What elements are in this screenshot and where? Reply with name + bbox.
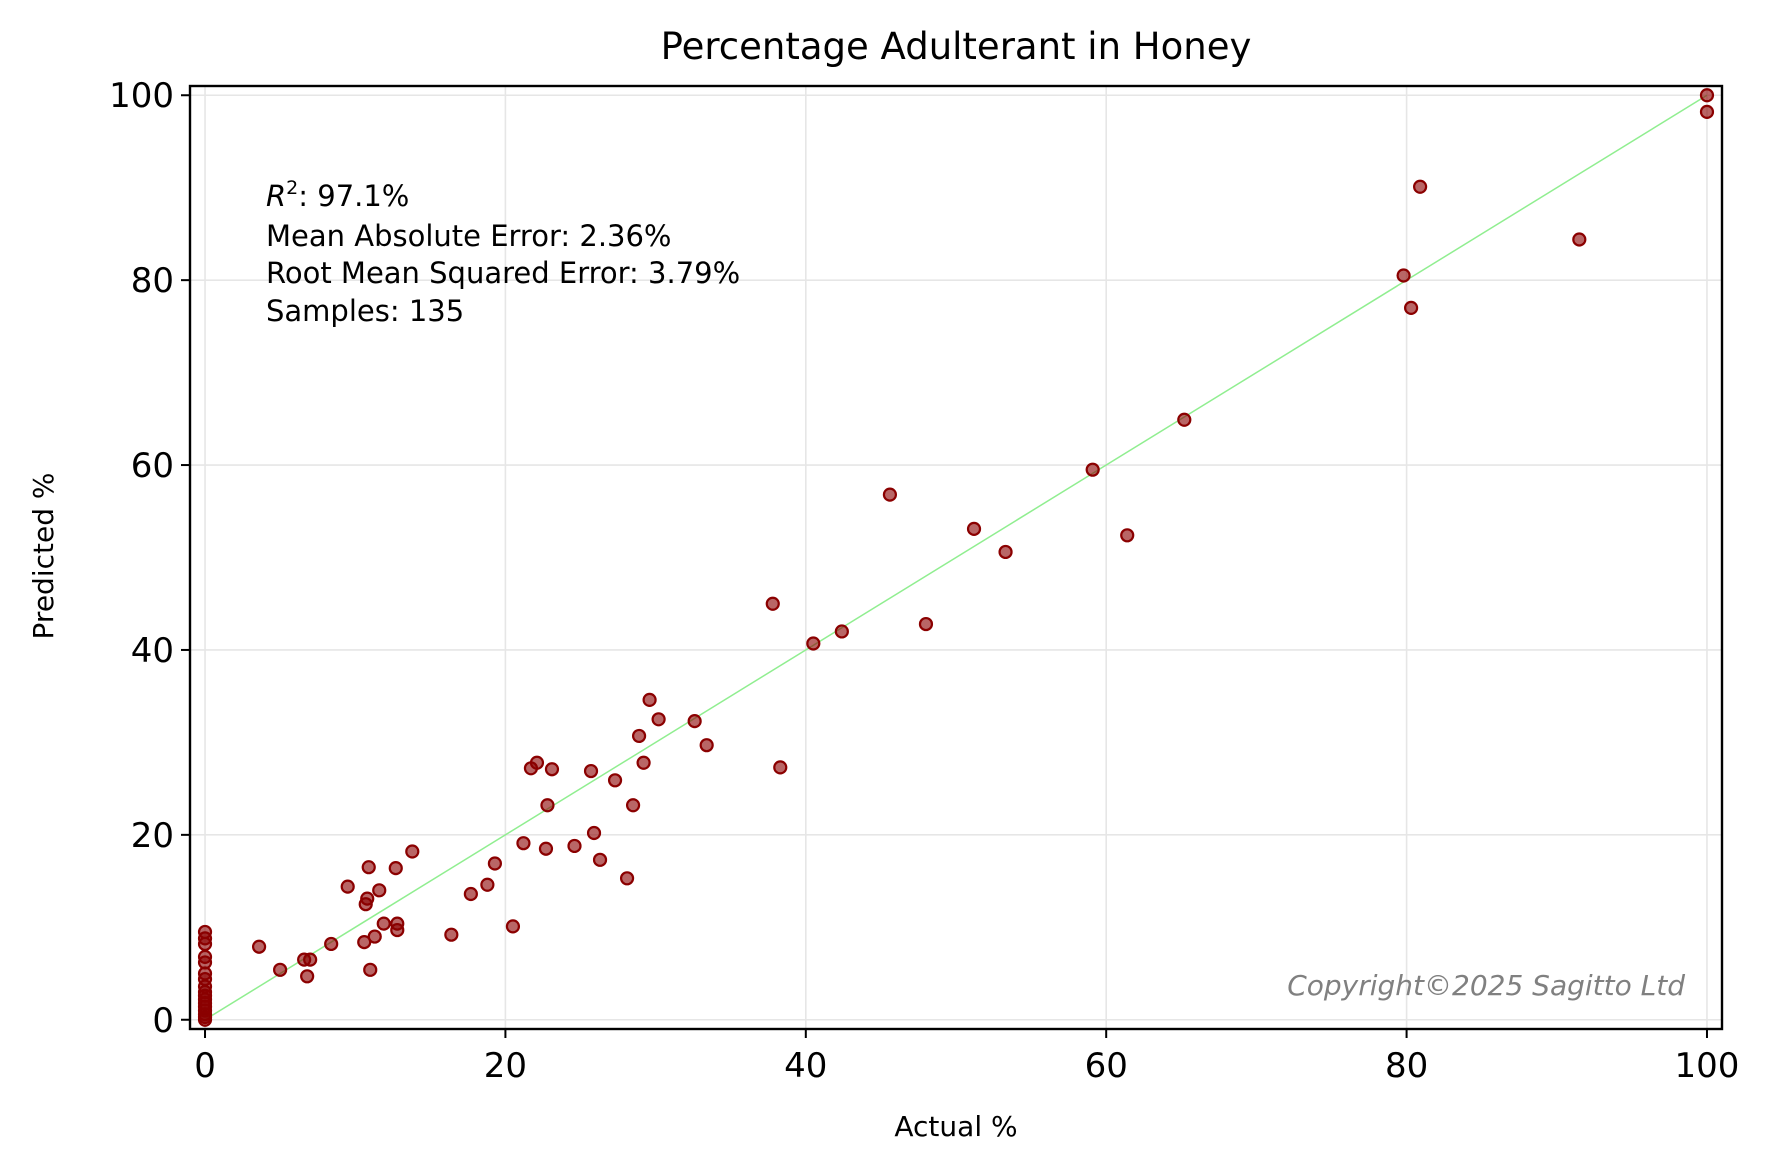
- data-point: [390, 916, 405, 931]
- data-point: [1572, 232, 1587, 247]
- data-point: [806, 636, 821, 651]
- data-point: [625, 798, 641, 813]
- data-point: [619, 871, 635, 886]
- data-point: [631, 728, 647, 744]
- data-point: [1085, 462, 1100, 477]
- data-point: [765, 596, 780, 611]
- copyright-text: Copyright©2025 Sagitto Ltd: [1287, 969, 1685, 1002]
- data-point: [516, 836, 531, 851]
- data-point: [388, 861, 403, 876]
- data-point: [1699, 104, 1715, 119]
- data-point: [300, 969, 315, 984]
- data-point: [197, 924, 213, 940]
- x-tick-label: 0: [194, 1046, 216, 1086]
- y-tick-label: 100: [109, 76, 174, 116]
- x-tick-label: 40: [784, 1046, 827, 1086]
- x-tick-label: 100: [1675, 1046, 1740, 1086]
- data-point: [303, 952, 318, 967]
- data-point: [444, 927, 459, 942]
- mae-stat: Mean Absolute Error: 2.36%: [266, 219, 672, 253]
- data-point: [324, 936, 339, 952]
- y-tick-label: 80: [131, 261, 174, 301]
- data-point: [1413, 179, 1428, 194]
- data-point: [1120, 528, 1135, 543]
- data-point: [998, 544, 1013, 560]
- data-points: [197, 88, 1715, 1027]
- r2-value: : 97.1%: [298, 179, 409, 213]
- data-point: [773, 760, 788, 775]
- data-point: [538, 841, 554, 856]
- chart-title: Percentage Adulterant in Honey: [661, 25, 1252, 68]
- x-tick-label: 60: [1085, 1046, 1128, 1086]
- r2-stat: R2: 97.1%: [266, 177, 409, 213]
- data-point: [505, 919, 521, 934]
- data-point: [251, 939, 267, 954]
- data-point: [834, 624, 849, 639]
- data-point: [540, 798, 555, 813]
- data-point: [463, 886, 478, 902]
- data-point: [529, 755, 545, 770]
- data-point: [544, 762, 560, 777]
- data-point: [197, 949, 213, 964]
- rmse-stat: Root Mean Squared Error: 3.79%: [266, 256, 740, 290]
- data-point: [567, 838, 582, 854]
- y-tick-label: 20: [131, 816, 174, 856]
- x-axis-label: Actual %: [894, 1110, 1017, 1143]
- axis-ticks: 0 20 40 60 80 100 0 20 40 60 80 100: [109, 76, 1739, 1086]
- data-point: [592, 852, 608, 867]
- data-point: [1177, 412, 1192, 427]
- data-point: [651, 712, 666, 727]
- y-tick-label: 60: [131, 446, 174, 486]
- data-point: [1403, 300, 1419, 315]
- plot-frame: [188, 84, 1724, 1031]
- reference-line: [204, 94, 1708, 1021]
- data-point: [363, 962, 378, 977]
- y-axis-label: Predicted %: [27, 473, 60, 640]
- x-tick-label: 20: [484, 1046, 527, 1086]
- data-point: [918, 616, 934, 632]
- data-point: [376, 916, 391, 931]
- data-point: [1396, 268, 1411, 283]
- data-point: [699, 738, 714, 753]
- data-point: [1699, 88, 1715, 103]
- y-tick-label: 0: [152, 1001, 174, 1041]
- data-point: [480, 877, 495, 892]
- r2-superscript: 2: [286, 177, 298, 199]
- x-tick-label: 80: [1385, 1046, 1428, 1086]
- data-point: [357, 934, 372, 950]
- data-point: [360, 891, 375, 906]
- data-point: [273, 962, 288, 977]
- r2-symbol: R: [266, 179, 286, 213]
- data-point: [882, 487, 898, 502]
- data-point: [966, 521, 982, 536]
- data-point: [487, 856, 502, 871]
- data-point: [607, 773, 623, 788]
- data-point: [372, 883, 387, 898]
- data-point: [687, 714, 702, 729]
- grid: [190, 86, 1722, 1029]
- data-point: [636, 755, 651, 770]
- data-point: [583, 763, 599, 779]
- data-point: [361, 860, 376, 875]
- y-tick-label: 40: [131, 631, 174, 671]
- data-point: [642, 692, 657, 707]
- data-point: [367, 929, 382, 944]
- data-point: [405, 844, 420, 859]
- samples-stat: Samples: 135: [266, 294, 464, 328]
- data-point: [340, 879, 355, 894]
- data-point: [586, 825, 602, 841]
